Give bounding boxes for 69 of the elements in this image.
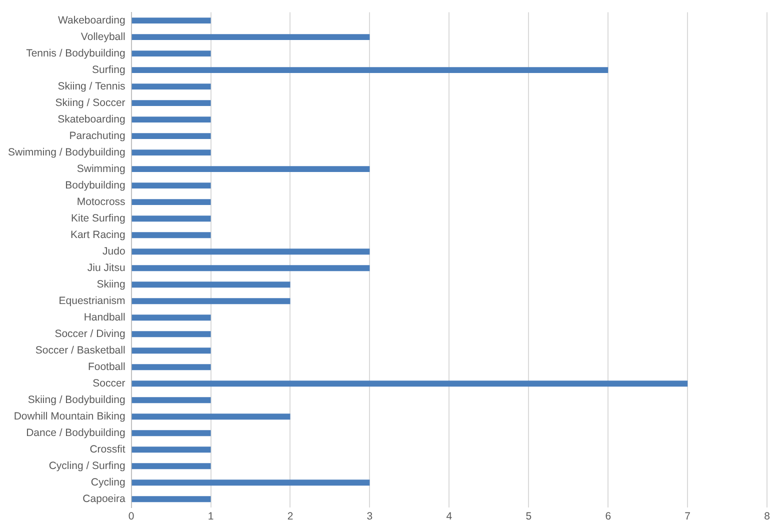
y-tick-label: Bodybuilding bbox=[65, 179, 126, 192]
y-tick-label: Capoeira bbox=[82, 493, 126, 506]
x-tick-label: 7 bbox=[684, 510, 691, 523]
bar bbox=[132, 150, 211, 156]
bar bbox=[132, 248, 370, 255]
bar bbox=[132, 480, 370, 486]
x-tick-label: 1 bbox=[208, 510, 214, 523]
bar bbox=[132, 199, 211, 206]
bar bbox=[132, 446, 211, 453]
y-tick-label: Handball bbox=[84, 312, 126, 324]
bar bbox=[132, 166, 370, 172]
x-tick-label: 8 bbox=[764, 510, 770, 523]
x-tick-label: 4 bbox=[446, 510, 452, 523]
x-tick-label: 5 bbox=[526, 510, 532, 523]
y-tick-label: Wakeboarding bbox=[58, 14, 126, 26]
bar bbox=[132, 133, 211, 140]
y-tick-label: Equestrianism bbox=[58, 295, 126, 307]
bar bbox=[132, 430, 211, 436]
bar bbox=[132, 397, 211, 404]
bar bbox=[132, 182, 211, 189]
y-tick-label: Jiu Jitsu bbox=[87, 262, 126, 274]
y-tick-label: Soccer / Diving bbox=[54, 328, 126, 340]
bar bbox=[132, 18, 211, 24]
y-tick-label: Swimming / Bodybuilding bbox=[8, 146, 126, 158]
y-tick-label: Motocross bbox=[76, 196, 126, 208]
y-tick-label: Skateboarding bbox=[58, 113, 126, 126]
y-tick-label: Volleyball bbox=[80, 30, 126, 43]
y-tick-label: Soccer bbox=[92, 378, 126, 390]
bar bbox=[132, 67, 608, 74]
bar bbox=[132, 50, 211, 57]
y-tick-label: Tennis / Bodybuilding bbox=[26, 47, 126, 60]
y-tick-label: Crossfit bbox=[90, 444, 126, 456]
bar bbox=[132, 100, 211, 106]
y-tick-label: Cycling bbox=[90, 476, 126, 489]
y-tick-label: Dance / Bodybuilding bbox=[26, 427, 126, 440]
y-tick-label: Soccer / Basketball bbox=[35, 344, 126, 357]
x-tick-label: 6 bbox=[605, 510, 612, 523]
y-tick-label: Dowhill Mountain Biking bbox=[14, 410, 126, 423]
bar bbox=[132, 496, 211, 502]
bar bbox=[132, 116, 211, 123]
bar bbox=[132, 232, 211, 238]
y-tick-label: Skiing / Soccer bbox=[55, 96, 126, 109]
y-tick-label: Kart Racing bbox=[70, 228, 126, 241]
x-tick-label: 0 bbox=[128, 510, 134, 523]
bar bbox=[132, 348, 211, 354]
bar bbox=[132, 414, 290, 420]
bar bbox=[132, 314, 211, 321]
y-tick-label: Skiing bbox=[96, 278, 126, 290]
y-tick-label: Swimming bbox=[76, 162, 126, 175]
y-tick-label: Judo bbox=[102, 245, 126, 258]
y-tick-label: Cycling / Surfing bbox=[48, 460, 126, 472]
x-tick-label: 2 bbox=[287, 510, 294, 523]
bar bbox=[132, 463, 211, 470]
bar bbox=[132, 216, 211, 222]
bar bbox=[132, 364, 211, 370]
bar bbox=[132, 380, 688, 387]
bar bbox=[132, 282, 290, 288]
bar bbox=[132, 331, 211, 338]
bar bbox=[132, 265, 370, 272]
y-tick-label: Surfing bbox=[92, 64, 126, 76]
y-tick-label: Kite Surfing bbox=[71, 212, 126, 224]
y-tick-label: Skiing / Tennis bbox=[58, 80, 126, 92]
y-tick-label: Parachuting bbox=[69, 130, 126, 142]
y-tick-label: Football bbox=[88, 361, 126, 374]
y-tick-label: Skiing / Bodybuilding bbox=[28, 394, 126, 406]
bar bbox=[132, 298, 290, 304]
x-tick-label: 3 bbox=[366, 510, 373, 523]
bar bbox=[132, 84, 211, 90]
bar bbox=[132, 34, 370, 40]
